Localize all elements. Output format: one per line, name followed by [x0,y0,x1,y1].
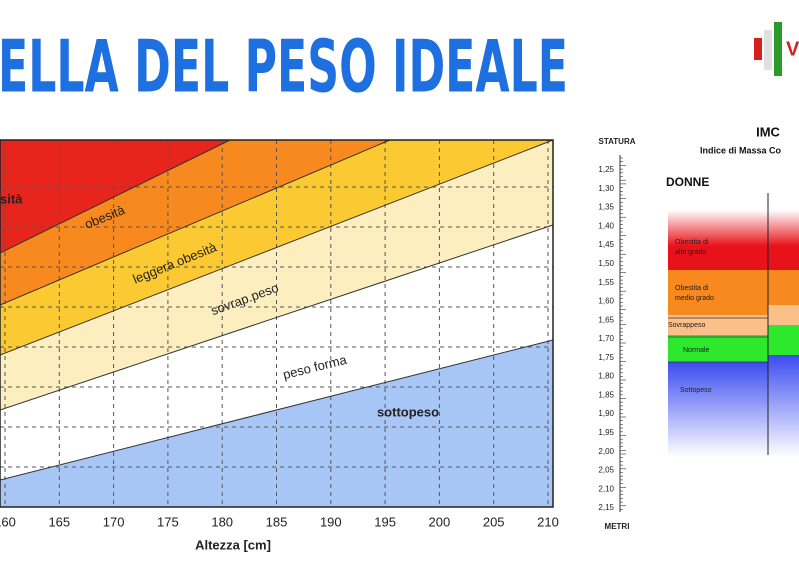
imc-class-label: Obestita di [675,285,709,292]
stature-tick-label: 1,70 [598,334,614,343]
x-tick-label: 200 [429,514,451,529]
stature-tick-label: 1,60 [598,297,614,306]
stature-tick-label: 1,85 [598,390,614,399]
page-title: ELLA DEL PESO IDEALE [0,25,568,109]
imc-class-label: Normale [683,347,710,354]
stature-tick-label: 1,50 [598,259,614,268]
imc-class-label: Sovrappeso [668,322,705,329]
x-tick-label: 175 [157,514,179,529]
stature-tick-label: 1,80 [598,372,614,381]
stature-tick-label: 1,95 [598,428,614,437]
zone-label: sottopeso [377,404,439,419]
x-tick-label: 195 [374,514,396,529]
chart-area [0,139,554,508]
stature-tick-label: 2,00 [598,447,614,456]
stature-tick-label: 1,75 [598,353,614,362]
x-tick-label: 170 [103,514,125,529]
zone-label: sità [0,191,23,206]
imc-class-label: Sottopeso [680,387,712,394]
stature-tick-label: 2,15 [598,503,614,512]
x-tick-label: 160 [0,514,16,529]
stature-tick-label: 1,90 [598,409,614,418]
x-tick-label: 180 [211,514,233,529]
stature-tick-label: 1,55 [598,278,614,287]
x-tick-label: 190 [320,514,342,529]
imc-title: IMC [756,124,780,139]
stature-tick-label: 2,10 [598,484,614,493]
x-tick-label: 205 [483,514,505,529]
x-tick-label: 165 [48,514,70,529]
imc-class-label: alto grado [675,249,706,256]
stature-label: STATURA [598,137,635,146]
imc-subtitle: Indice di Massa Co [700,145,782,155]
stature-tick-label: 1,25 [598,165,614,174]
stature-tick-label: 1,45 [598,240,614,249]
imc-bars [668,193,799,457]
x-tick-label: 185 [266,514,288,529]
logo: V [754,22,799,76]
imc-class-label: Obestita di [675,239,709,246]
x-tick-label: 210 [537,514,559,529]
imc-class-label: medio grado [675,295,714,302]
svg-text:V: V [786,38,799,60]
stature-tick-label: 2,05 [598,466,614,475]
stature-tick-label: 1,30 [598,184,614,193]
stature-tick-label: 1,65 [598,315,614,324]
imc-group: DONNE [666,175,709,189]
stature-tick-label: 1,40 [598,221,614,230]
x-axis-label: Altezza [cm] [195,537,271,552]
stature-unit: METRI [605,522,630,531]
stature-tick-label: 1,35 [598,203,614,212]
